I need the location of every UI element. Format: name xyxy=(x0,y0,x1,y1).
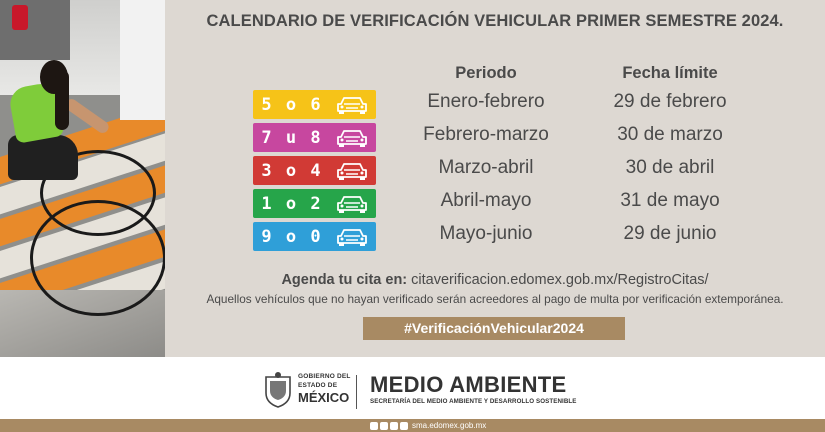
hashtag-badge: #VerificaciónVehicular2024 xyxy=(363,317,625,340)
column-header-fecha: Fecha límite xyxy=(622,64,718,82)
column-header-periodo: Periodo xyxy=(455,64,517,82)
periodo-value: Febrero-marzo xyxy=(423,124,549,145)
youtube-icon[interactable] xyxy=(400,421,408,430)
agenda-link[interactable]: citaverificacion.edomex.gob.mx/RegistroC… xyxy=(411,272,709,288)
calendar-row: 7 u 8 Febrero-marzo 30 de marzo xyxy=(165,123,825,153)
footer: GOBIERNO DEL ESTADO DE MÉXICO MEDIO AMBI… xyxy=(0,357,825,432)
periodo-value: Abril-mayo xyxy=(440,190,532,211)
fecha-value: 31 de mayo xyxy=(620,190,720,211)
plate-digit-badge: 9 o 0 xyxy=(253,222,376,251)
car-icon xyxy=(337,195,367,213)
car-icon xyxy=(337,228,367,246)
calendar-row: 9 o 0 Mayo-junio 29 de junio xyxy=(165,222,825,252)
social-links: sma.edomex.gob.mx xyxy=(370,419,486,432)
fecha-value: 30 de abril xyxy=(625,157,715,178)
periodo-value: Mayo-junio xyxy=(439,223,533,244)
periodo-value: Marzo-abril xyxy=(438,157,534,178)
plate-digits: 7 u 8 xyxy=(261,127,323,148)
fecha-value: 29 de febrero xyxy=(613,91,727,112)
fecha-value: 29 de junio xyxy=(623,223,717,244)
plate-digits: 3 o 4 xyxy=(261,160,323,181)
plate-digits: 5 o 6 xyxy=(261,94,323,115)
calendar-row: 5 o 6 Enero-febrero 29 de febrero xyxy=(165,90,825,120)
calendar-row: 1 o 2 Abril-mayo 31 de mayo xyxy=(165,189,825,219)
car-icon xyxy=(337,162,367,180)
verification-photo xyxy=(0,0,165,357)
page-title: CALENDARIO DE VERIFICACIÓN VEHICULAR PRI… xyxy=(206,12,784,30)
government-logo-text: GOBIERNO DEL ESTADO DE MÉXICO xyxy=(298,373,351,405)
periodo-value: Enero-febrero xyxy=(427,91,545,112)
plate-digits: 1 o 2 xyxy=(261,193,323,214)
car-icon xyxy=(337,96,367,114)
calendar-row: 3 o 4 Marzo-abril 30 de abril xyxy=(165,156,825,186)
state-seal-icon xyxy=(265,372,291,408)
car-icon xyxy=(337,129,367,147)
footer-bar: sma.edomex.gob.mx xyxy=(0,419,825,432)
plate-digit-badge: 1 o 2 xyxy=(253,189,376,218)
facebook-icon[interactable] xyxy=(370,421,378,430)
agenda-label: Agenda tu cita en: xyxy=(281,272,408,288)
department-logo-text: MEDIO AMBIENTE SECRETARÍA DEL MEDIO AMBI… xyxy=(370,372,577,406)
agenda-line: Agenda tu cita en: citaverificacion.edom… xyxy=(165,272,825,288)
footer-divider xyxy=(356,375,357,409)
fecha-value: 30 de marzo xyxy=(617,124,723,145)
plate-digits: 9 o 0 xyxy=(261,226,323,247)
plate-digit-badge: 7 u 8 xyxy=(253,123,376,152)
plate-digit-badge: 3 o 4 xyxy=(253,156,376,185)
plate-digit-badge: 5 o 6 xyxy=(253,90,376,119)
fine-notice: Aquellos vehículos que no hayan verifica… xyxy=(206,292,784,306)
instagram-icon[interactable] xyxy=(390,421,398,430)
website-link[interactable]: sma.edomex.gob.mx xyxy=(412,421,487,430)
x-icon[interactable] xyxy=(380,421,388,430)
calendar-panel: CALENDARIO DE VERIFICACIÓN VEHICULAR PRI… xyxy=(165,0,825,357)
